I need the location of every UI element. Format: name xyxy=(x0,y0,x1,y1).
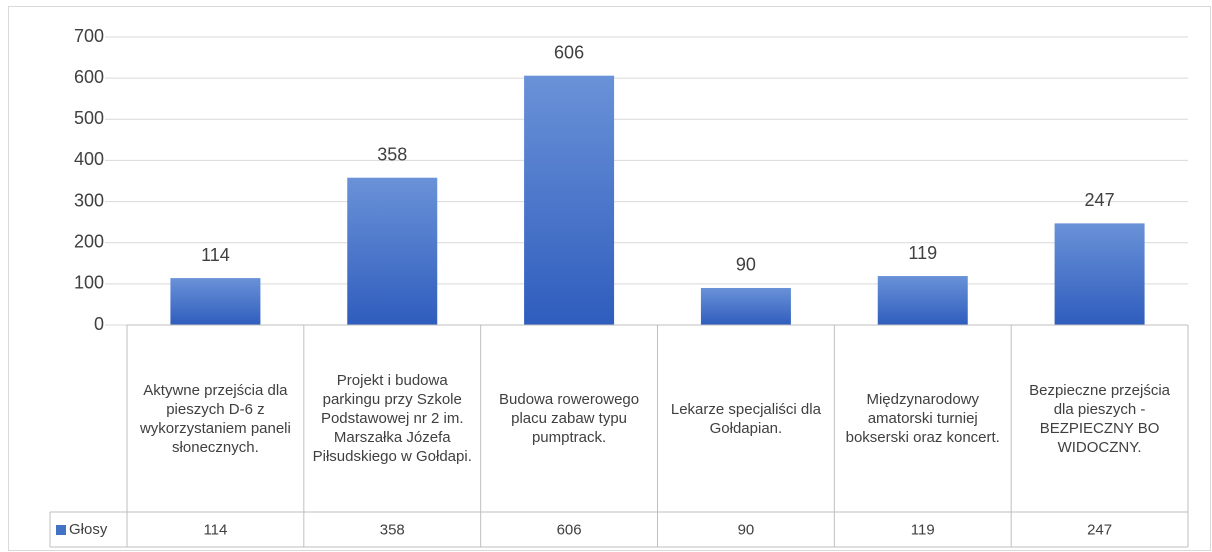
x-tick-label: Budowa rowerowego placu zabaw typu pumpt… xyxy=(499,391,640,446)
chart-border xyxy=(8,6,1211,551)
x-tick-label: Międzynarodowy amatorski turniej boksers… xyxy=(845,391,1000,446)
bar xyxy=(1054,223,1145,325)
bar xyxy=(700,287,791,325)
x-tick-label: Projekt i budowa parkingu przy Szkole Po… xyxy=(312,372,472,465)
table-value: 606 xyxy=(557,521,582,538)
table-value: 114 xyxy=(203,521,227,538)
y-tick-label: 400 xyxy=(74,149,104,169)
data-label: 247 xyxy=(1085,190,1115,210)
y-tick-label: 500 xyxy=(74,108,104,128)
bar xyxy=(524,75,615,325)
y-tick-label: 0 xyxy=(94,314,104,334)
legend-label: Głosy xyxy=(69,521,108,538)
y-tick-label: 100 xyxy=(74,273,104,293)
x-tick-label: Bezpieczne przejścia dla pieszych - BEZP… xyxy=(1029,381,1171,456)
data-label: 119 xyxy=(908,243,937,263)
x-tick-label: Lekarze specjaliści dla Gołdapian. xyxy=(670,400,821,437)
y-tick-label: 300 xyxy=(74,190,104,210)
data-label: 114 xyxy=(201,245,230,265)
bar xyxy=(347,177,438,325)
data-label: 606 xyxy=(554,42,584,62)
y-tick-label: 600 xyxy=(74,67,104,87)
data-label: 358 xyxy=(377,144,407,164)
data-label: 90 xyxy=(736,255,756,275)
y-tick-label: 700 xyxy=(74,26,104,46)
legend-swatch xyxy=(56,524,66,535)
table-value: 247 xyxy=(1087,521,1112,538)
y-tick-label: 200 xyxy=(74,231,104,251)
x-tick-label: Aktywne przejścia dla pieszych D-6 z wyk… xyxy=(139,381,291,456)
bar xyxy=(877,276,968,325)
bar xyxy=(170,278,261,325)
table-value: 119 xyxy=(911,521,935,538)
legend-entry: Głosy xyxy=(56,512,107,547)
table-value: 90 xyxy=(738,521,755,538)
table-value: 358 xyxy=(380,521,405,538)
